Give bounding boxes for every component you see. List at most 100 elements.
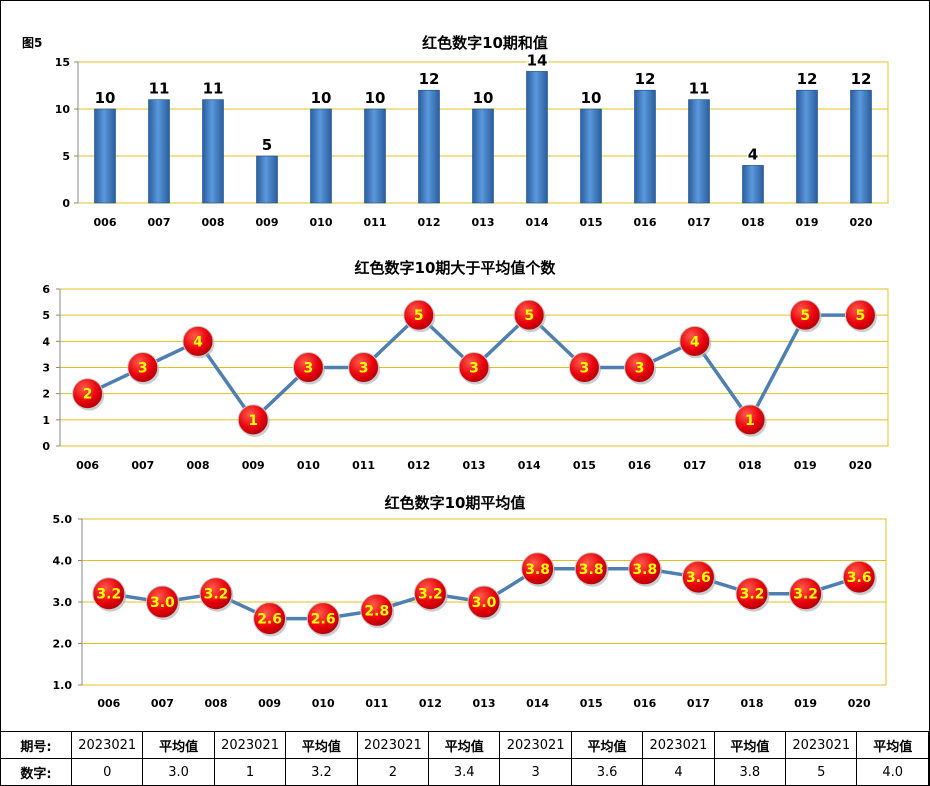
y-tick-label: 4.0: [53, 555, 73, 568]
data-point: [360, 593, 394, 627]
number-header: 数字:: [0, 758, 72, 786]
bar: [364, 108, 386, 204]
table-cell: 3.0: [142, 758, 215, 786]
x-tick-label: 008: [202, 216, 225, 229]
table-cell: 5: [785, 758, 858, 786]
table-cell: 1: [213, 758, 287, 786]
data-point-label: 3.2: [204, 587, 229, 603]
x-tick-label: 012: [418, 216, 441, 229]
table-cell: 2023021: [213, 731, 287, 759]
data-point-label: 3.2: [418, 587, 443, 603]
x-tick-label: 019: [796, 216, 819, 229]
bar-value-label: 4: [748, 145, 758, 163]
x-tick-label: 011: [365, 697, 388, 710]
bar-value-label: 10: [311, 89, 332, 107]
data-point-label: 4: [690, 334, 700, 350]
x-tick-label: 017: [683, 459, 706, 472]
x-tick-label: 014: [526, 697, 549, 710]
bar-value-label: 12: [419, 70, 440, 88]
chart-title: 红色数字10期和值: [422, 34, 548, 52]
x-tick-label: 019: [794, 459, 817, 472]
table-row-period: 期号: 2023021 平均值 2023021 平均值 2023021 平均值 2023021…: [0, 731, 929, 759]
x-tick-label: 009: [258, 697, 281, 710]
x-tick-label: 015: [580, 697, 603, 710]
table-cell: 0: [70, 758, 144, 786]
data-point-label: 1: [248, 413, 258, 429]
line-chart-average: 红色数字10期平均值 1.0 2.0 3.0 4.0 5.0 006 007 008 009 010…: [53, 494, 887, 710]
table-cell: 3.2: [285, 758, 358, 786]
y-tick-label: 5.0: [53, 513, 73, 526]
table-cell: 4: [642, 758, 715, 786]
x-tick-label: 014: [526, 216, 549, 229]
data-point-label: 3.0: [472, 595, 497, 611]
x-tick-label: 017: [688, 216, 711, 229]
summary-table: 期号: 2023021 平均值 2023021 平均值 2023021 平均值 2023021…: [0, 731, 929, 786]
x-tick-label: 008: [187, 459, 210, 472]
y-tick-label: 4: [42, 335, 50, 348]
bar-value-label: 10: [581, 89, 602, 107]
data-point-label: 4: [193, 334, 203, 350]
table-cell: 3.8: [713, 758, 787, 786]
bar: [256, 155, 278, 204]
data-point: [253, 602, 287, 636]
x-tick-label: 013: [473, 697, 496, 710]
x-tick-label: 020: [848, 697, 871, 710]
y-tick-label: 0: [62, 197, 70, 210]
data-point: [306, 602, 340, 636]
bar: [472, 108, 494, 204]
y-tick-label: 0: [42, 440, 50, 453]
table-cell: 3.4: [428, 758, 501, 786]
x-tick-label: 016: [633, 697, 656, 710]
table-cell: 2023021: [499, 731, 572, 759]
x-tick-label: 009: [256, 216, 279, 229]
x-tick-label: 015: [573, 459, 596, 472]
bar-value-label: 11: [149, 80, 170, 98]
table-cell: 2023021: [642, 731, 715, 759]
data-point-label: 3.0: [150, 595, 175, 611]
data-point: [403, 299, 435, 331]
data-point-label: 3.8: [579, 562, 604, 578]
x-tick-label: 020: [849, 459, 872, 472]
table-cell: 平均值: [142, 731, 215, 759]
table-cell: 2023021: [70, 731, 144, 759]
data-point-label: 3: [304, 361, 314, 377]
y-tick-label: 5: [62, 150, 70, 163]
table-cell: 平均值: [713, 731, 787, 759]
table-cell: 平均值: [570, 731, 644, 759]
data-point-label: 2.8: [364, 603, 389, 619]
bar: [688, 99, 710, 204]
table-cell: 3.6: [570, 758, 644, 786]
bar-value-label: 12: [797, 70, 818, 88]
y-tick-label: 1.0: [53, 679, 73, 692]
table-cell: 平均值: [428, 731, 501, 759]
bar-chart-sum: 红色数字10期和值 0 5 10 15 006 007 008 009 010 011 012 013 0…: [55, 34, 889, 229]
chart-title: 红色数字10期大于平均值个数: [355, 259, 557, 277]
data-point: [679, 325, 711, 357]
x-tick-label: 018: [742, 216, 765, 229]
x-tick-label: 011: [352, 459, 375, 472]
data-point: [628, 552, 662, 586]
table-cell: 3: [499, 758, 572, 786]
y-tick-label: 2.0: [53, 638, 73, 651]
bar-value-label: 10: [473, 89, 494, 107]
data-point: [681, 560, 715, 594]
y-tick-label: 2: [42, 388, 50, 401]
data-point-label: 3: [635, 361, 645, 377]
data-point-label: 5: [524, 308, 534, 324]
data-point: [842, 560, 876, 594]
table-cell: 平均值: [285, 731, 358, 759]
x-tick-label: 014: [518, 459, 541, 472]
data-point: [348, 352, 380, 383]
bar: [526, 71, 548, 204]
data-point: [735, 577, 769, 611]
x-tick-label: 018: [739, 459, 762, 472]
data-point: [458, 352, 490, 383]
y-tick-label: 5: [42, 309, 50, 322]
x-tick-label: 010: [312, 697, 335, 710]
x-tick-label: 012: [419, 697, 442, 710]
data-point: [92, 577, 126, 611]
x-tick-label: 006: [76, 459, 99, 472]
data-point-label: 1: [745, 413, 755, 429]
data-point-label: 2.6: [311, 612, 336, 628]
x-tick-label: 020: [850, 216, 873, 229]
